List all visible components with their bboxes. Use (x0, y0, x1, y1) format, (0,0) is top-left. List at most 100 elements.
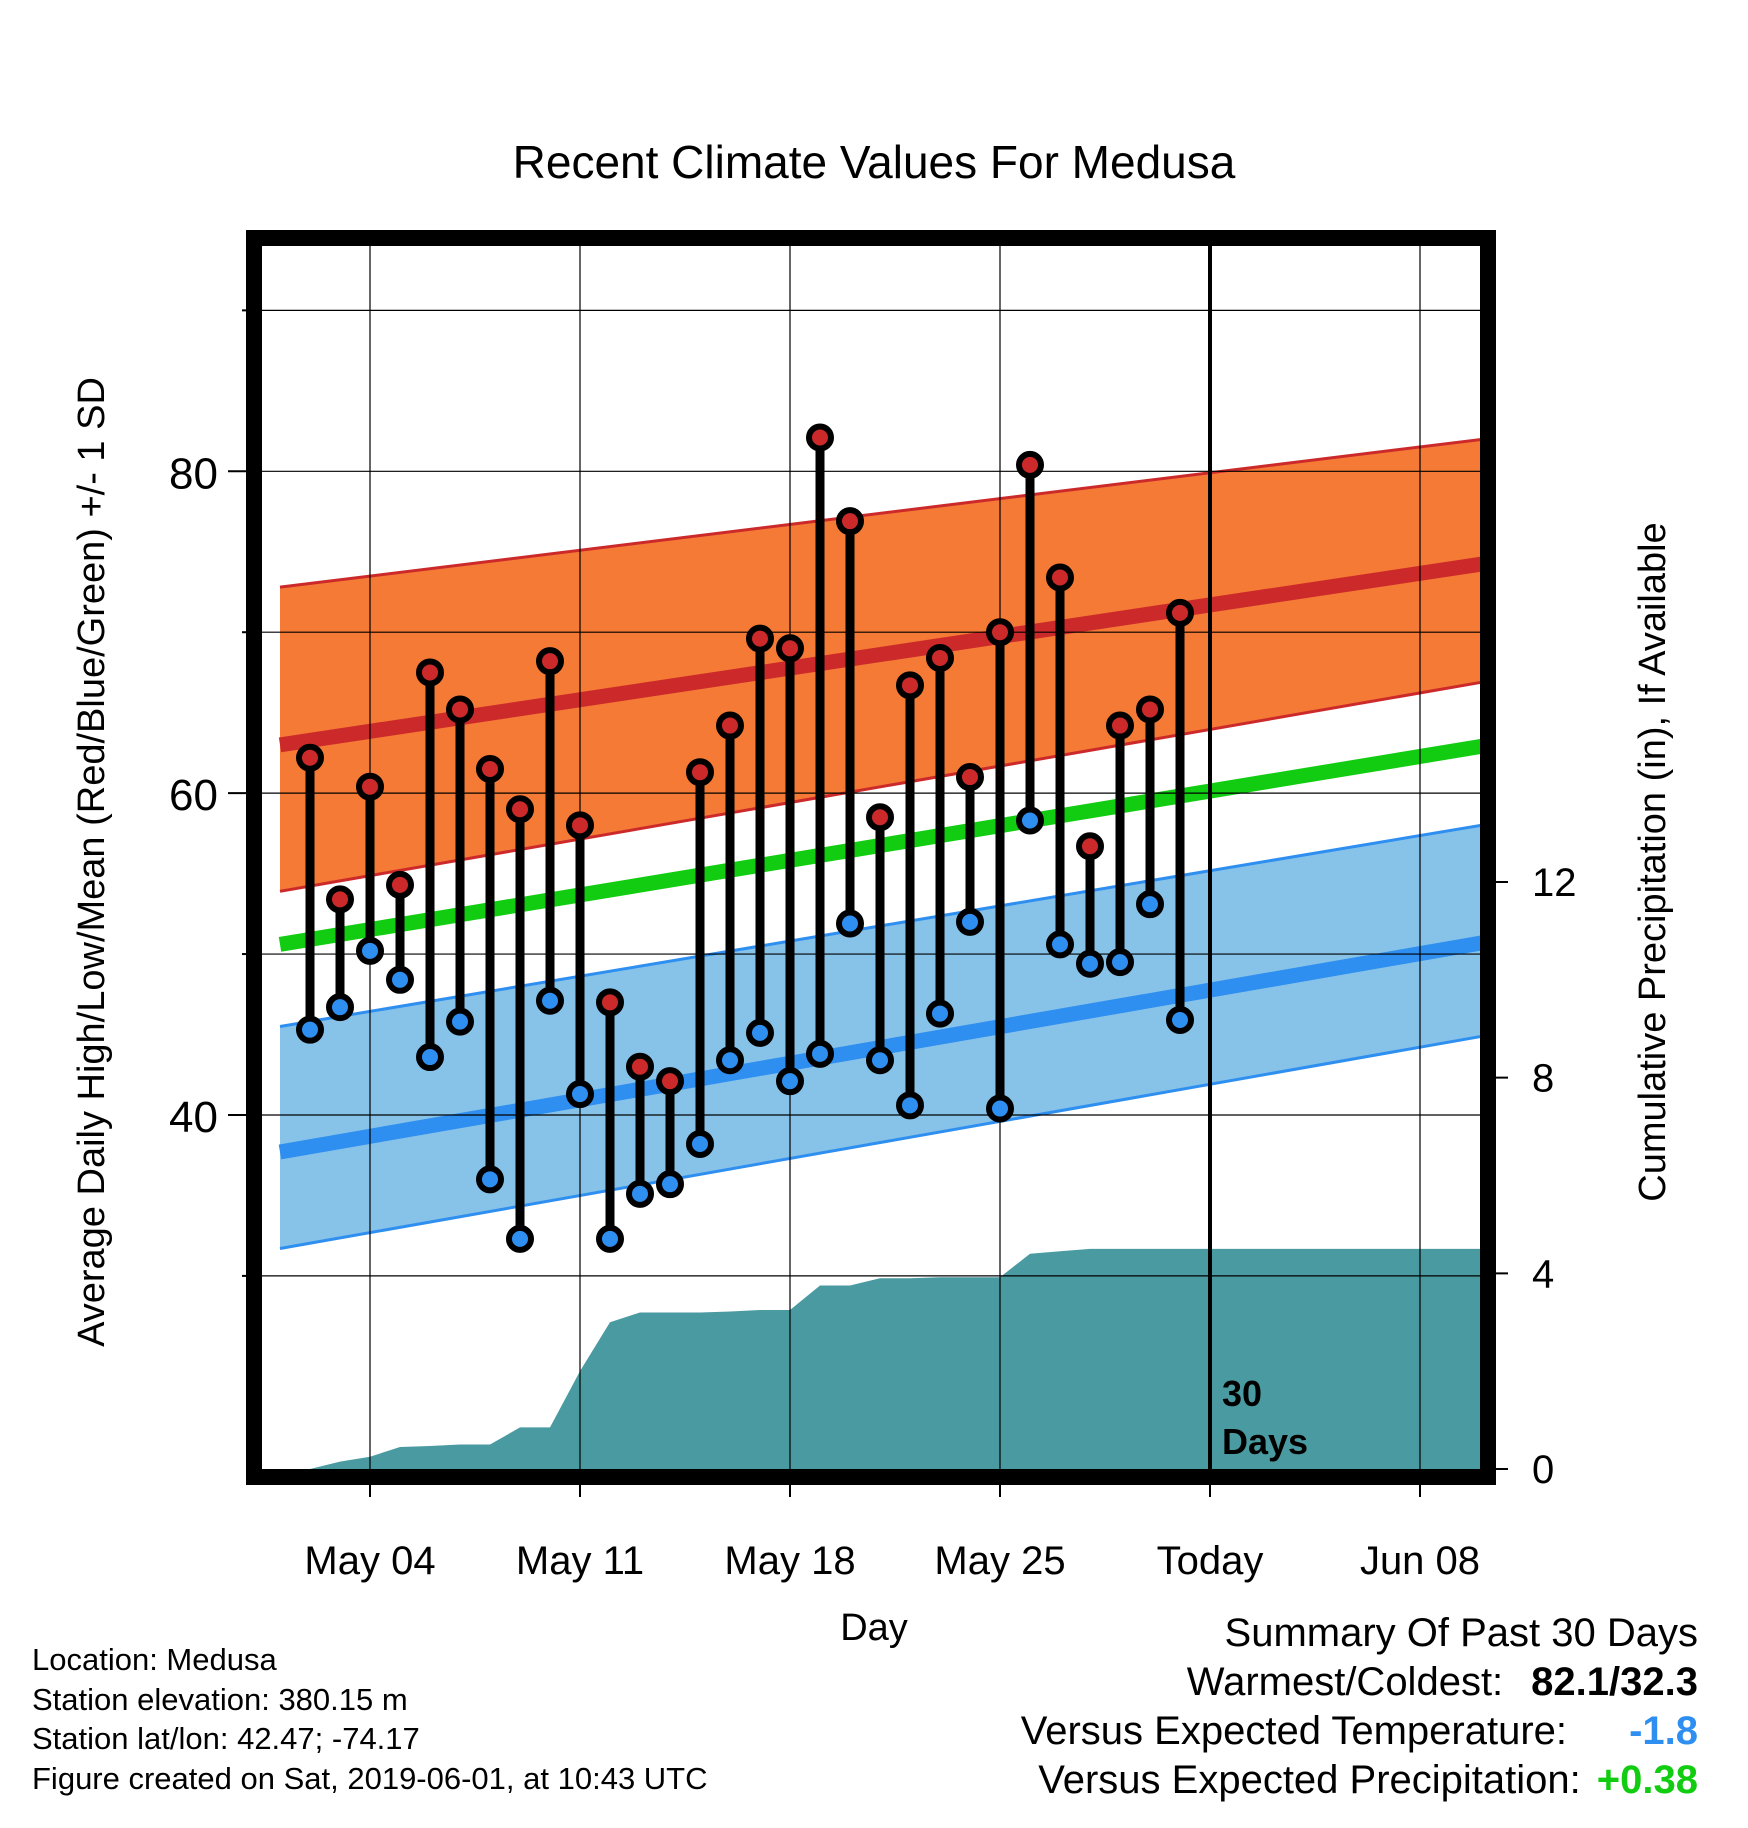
high-normal-line (278, 556, 1480, 753)
location-text: Location: Medusa (32, 1642, 277, 1677)
daily-high-point (866, 803, 894, 832)
summary-title: Summary Of Past 30 Days (1224, 1611, 1698, 1655)
daily-low-point (326, 993, 354, 1022)
daily-low-point (1106, 948, 1134, 977)
y2-axis-label: Cumulative Precipitation (in), If Availa… (1632, 522, 1674, 1201)
chart-title: Recent Climate Values For Medusa (513, 136, 1236, 188)
y-tick-label: 60 (169, 771, 218, 820)
y-axis-label: Average Daily High/Low/Mean (Red/Blue/Gr… (71, 377, 113, 1347)
daily-high-point (1136, 695, 1164, 724)
x-tick-label: May 11 (516, 1539, 644, 1583)
daily-low-point (866, 1046, 894, 1075)
precip-label: Versus Expected Precipitation: (1038, 1758, 1581, 1802)
y2-tick-label: 12 (1532, 861, 1577, 905)
x-tick-label: May 25 (934, 1539, 1065, 1583)
daily-low-point (656, 1170, 684, 1199)
station-info: Location: Medusa Station elevation: 380.… (32, 1640, 708, 1798)
daily-high-point (1166, 598, 1194, 627)
daily-high-point (446, 695, 474, 724)
daily-high-point (326, 885, 354, 914)
low-normal-band-lower (279, 1035, 1480, 1251)
daily-low-point (686, 1129, 714, 1158)
y-axis-right: 0 4 8 12 (1488, 861, 1577, 1492)
daily-low-point (626, 1179, 654, 1208)
y2-tick-label: 4 (1532, 1252, 1554, 1296)
precipitation-fill (310, 1248, 1480, 1469)
daily-high-point (956, 763, 984, 792)
daily-high-point (476, 754, 504, 783)
daily-high-point (656, 1067, 684, 1096)
daily-low-point (956, 907, 984, 936)
daily-high-point (926, 643, 954, 672)
x-axis: May 04 May 11 May 18 May 25 Today Jun 08 (304, 1477, 1480, 1583)
daily-low-point (926, 999, 954, 1028)
daily-high-point (1016, 450, 1044, 479)
daily-high-point (1076, 832, 1104, 861)
daily-low-point (506, 1224, 534, 1253)
daily-high-point (896, 671, 924, 700)
daily-high-point (416, 658, 444, 687)
x-tick-label: May 04 (304, 1539, 435, 1583)
daily-low-point (596, 1224, 624, 1253)
daily-low-point (806, 1039, 834, 1068)
latlon-text: Station lat/lon: 42.47; -74.17 (32, 1721, 420, 1756)
summary-precip-row: Versus Expected Precipitation: +0.38 (1021, 1756, 1698, 1805)
low-normal-line (278, 935, 1480, 1160)
x-axis-label: Day (840, 1607, 908, 1649)
daily-high-point (536, 647, 564, 676)
daily-low-point (476, 1165, 504, 1194)
high-normal-band-upper (279, 438, 1480, 589)
daily-high-point (386, 870, 414, 899)
daily-high-point (686, 758, 714, 787)
x-tick-label: May 18 (724, 1539, 855, 1583)
created-text: Figure created on Sat, 2019-06-01, at 10… (32, 1760, 708, 1796)
daily-high-point (716, 711, 744, 740)
plot-frame (246, 230, 1496, 1485)
daily-low-point (776, 1067, 804, 1096)
daily-bars (296, 423, 1194, 1253)
precip-value: +0.38 (1596, 1758, 1698, 1802)
daily-low-point (836, 909, 864, 938)
today-marker-label: 30 (1222, 1373, 1262, 1414)
warmest-label: Warmest/Coldest: (1186, 1660, 1504, 1704)
elevation-text: Station elevation: 380.15 m (32, 1681, 408, 1717)
daily-low-point (1166, 1006, 1194, 1035)
daily-low-point (536, 986, 564, 1015)
temp-label: Versus Expected Temperature: (1020, 1709, 1567, 1753)
y-axis-left: 40 60 80 (169, 309, 254, 1277)
precipitation-area (310, 1248, 1480, 1469)
daily-high-point (746, 624, 774, 653)
mean-normal-line (278, 738, 1480, 952)
y2-tick-label: 8 (1532, 1057, 1554, 1101)
daily-high-point (1106, 711, 1134, 740)
daily-high-point (806, 423, 834, 452)
daily-low-point (1016, 806, 1044, 835)
daily-high-point (626, 1052, 654, 1081)
low-normal-band-upper (279, 823, 1480, 1028)
daily-low-point (896, 1091, 924, 1120)
x-tick-label: Today (1157, 1539, 1264, 1583)
summary-temp-row: Versus Expected Temperature: -1.8 (1021, 1707, 1698, 1756)
y2-tick-label: 0 (1532, 1448, 1554, 1492)
daily-low-point (566, 1080, 594, 1109)
daily-low-point (746, 1018, 774, 1047)
today-marker-label: Days (1222, 1421, 1308, 1462)
daily-high-point (1046, 563, 1074, 592)
daily-high-point (776, 634, 804, 663)
daily-high-point (986, 618, 1014, 647)
y-tick-label: 40 (169, 1093, 218, 1142)
summary-panel: Summary Of Past 30 Days Warmest/Coldest:… (1021, 1609, 1698, 1805)
daily-low-point (1046, 930, 1074, 959)
daily-low-point (296, 1015, 324, 1044)
high-normal-band-lower (279, 680, 1480, 893)
daily-high-point (356, 772, 384, 801)
y-tick-label: 80 (169, 449, 218, 498)
daily-high-point (506, 795, 534, 824)
summary-warmest-row: Warmest/Coldest: 82.1/32.3 (1021, 1658, 1698, 1707)
x-tick-label: Jun 08 (1360, 1539, 1480, 1583)
daily-low-point (716, 1046, 744, 1075)
plot-area: 30 Days (246, 230, 1496, 1485)
daily-low-point (386, 965, 414, 994)
daily-low-point (986, 1094, 1014, 1123)
